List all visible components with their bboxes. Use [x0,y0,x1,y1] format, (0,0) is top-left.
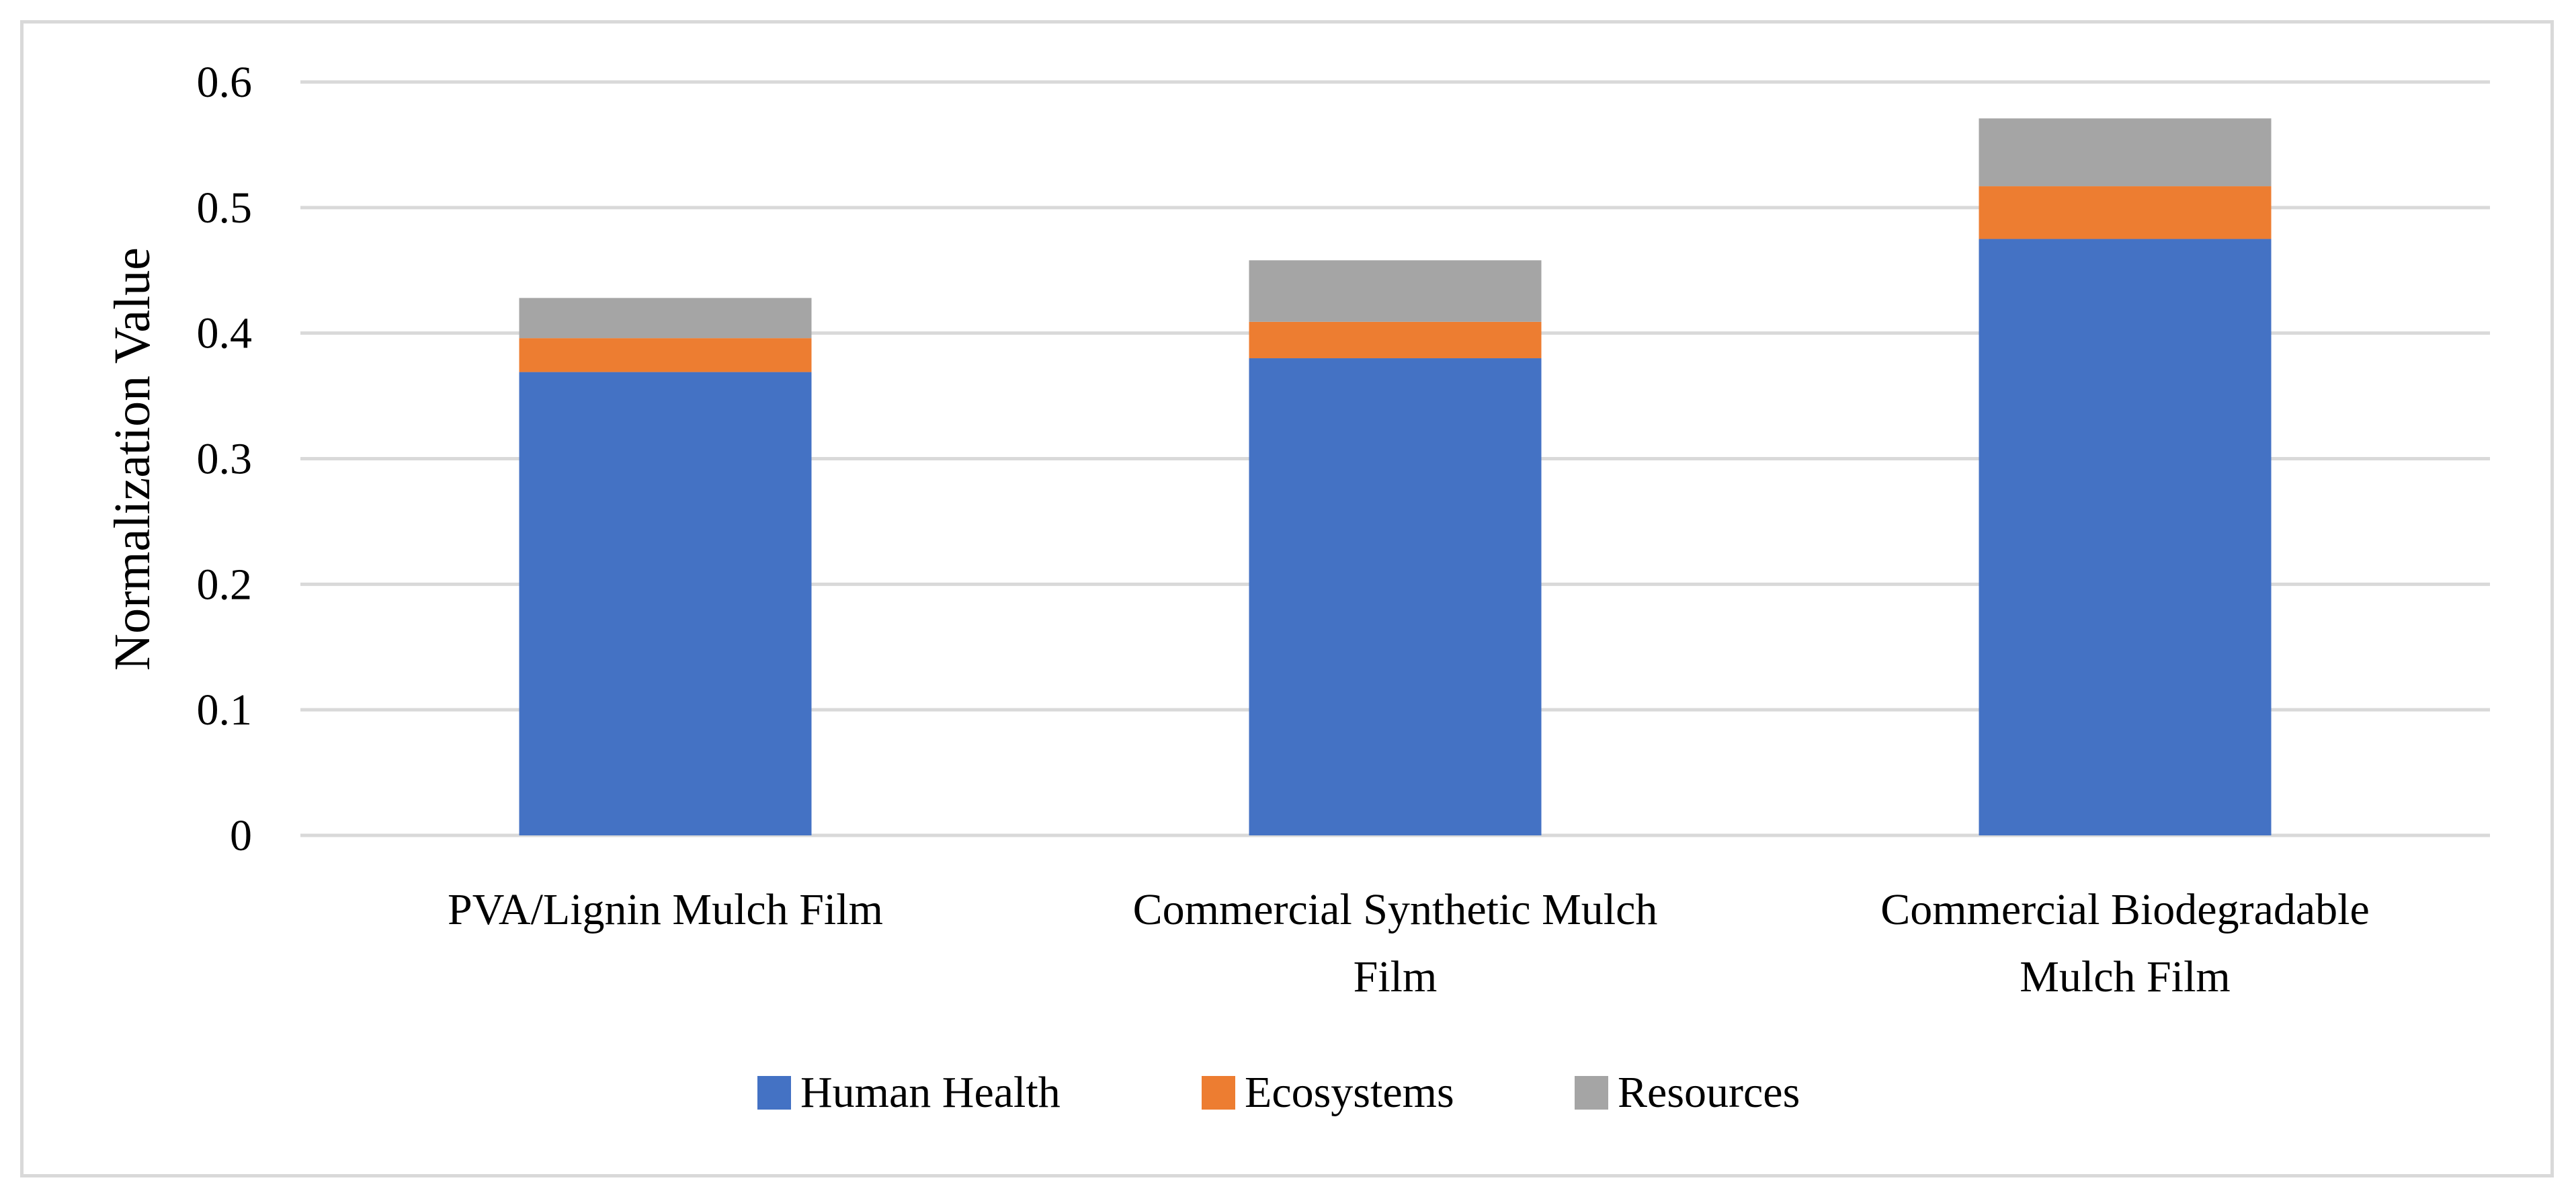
x-category-label: PVA/Lignin Mulch Film [448,885,883,934]
x-category-label: Film [1354,952,1438,1001]
y-tick-label: 0.3 [197,435,253,484]
y-axis-ticks: 0 0.1 0.2 0.3 0.4 0.5 0.6 [197,58,253,860]
legend-label: Ecosystems [1245,1068,1454,1117]
y-tick-label: 0.2 [197,560,253,609]
bar-human-health [1979,239,2272,836]
y-tick-label: 0.1 [197,686,253,735]
x-category-label: Mulch Film [2020,952,2231,1001]
x-category-label: Commercial Biodegradable [1880,885,2370,934]
bar-human-health [1249,358,1542,835]
bars [519,118,2272,836]
legend-label: Human Health [800,1068,1061,1117]
bar-resources [1249,260,1542,322]
bar-ecosystems [1979,186,2272,239]
y-tick-label: 0.4 [197,309,253,358]
bar-ecosystems [519,338,812,372]
y-axis-title: Normalization Value [104,247,161,671]
legend-label: Resources [1618,1068,1800,1117]
legend: Human Health Ecosystems Resources [757,1068,1800,1117]
y-tick-label: 0.5 [197,183,253,233]
legend-swatch [1202,1076,1235,1110]
bar-resources [519,298,812,339]
legend-swatch [757,1076,791,1110]
y-tick-label: 0 [230,811,252,860]
y-tick-label: 0.6 [197,58,253,107]
bar-human-health [519,372,812,835]
x-category-label: Commercial Synthetic Mulch [1133,885,1658,934]
legend-swatch [1575,1076,1608,1110]
x-axis-categories: PVA/Lignin Mulch Film Commercial Syntheti… [448,885,2370,1001]
bar-resources [1979,118,2272,187]
bar-ecosystems [1249,321,1542,359]
